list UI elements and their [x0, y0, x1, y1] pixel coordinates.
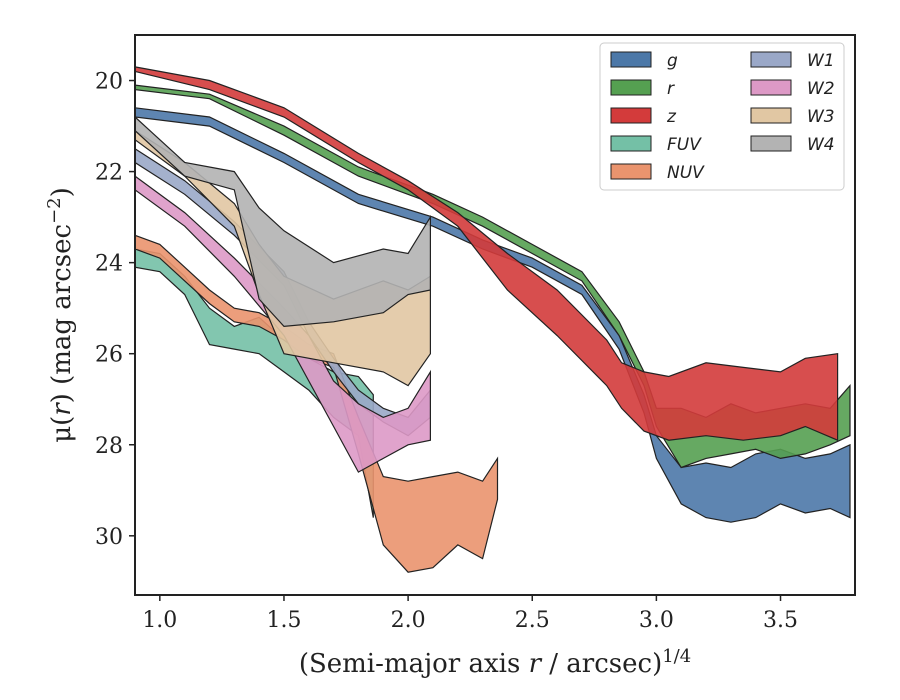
y-axis-label: μ(r) (mag arcsec−2)	[44, 187, 77, 443]
x-tick-label: 2.5	[515, 608, 550, 633]
legend-swatch-nuv	[610, 163, 652, 180]
legend-swatch-w4	[750, 135, 792, 152]
x-tick-label: 3.5	[763, 608, 798, 633]
legend-swatch-fuv	[610, 135, 652, 152]
legend-label-w2: W2	[807, 79, 835, 99]
x-axis-ticks: 1.0 1.5 2.0 2.5 3.0 3.5	[142, 595, 798, 633]
legend-label-z: z	[666, 107, 677, 127]
y-tick-label: 20	[95, 70, 123, 95]
legend-label-g: g	[667, 51, 678, 71]
y-axis-ticks: 20 22 24 26 28 30	[95, 70, 135, 550]
y-tick-label: 26	[95, 343, 123, 368]
legend-swatch-w1	[750, 51, 792, 68]
legend: grz FUV NUV W1 W2 W3 W4	[599, 42, 845, 191]
x-tick-label: 1.0	[142, 608, 177, 633]
series-w4-band	[134, 115, 431, 328]
y-tick-label: 22	[95, 161, 123, 186]
x-tick-label: 3.0	[639, 608, 674, 633]
x-tick-label: 1.5	[266, 608, 301, 633]
legend-label-fuv: FUV	[667, 135, 702, 155]
legend-label-w4: W4	[807, 135, 835, 155]
plot-frame	[134, 34, 856, 596]
x-axis-label: (Semi-major axis r / arcsec)1/4	[299, 646, 691, 679]
x-tick-label: 2.0	[391, 608, 426, 633]
legend-swatch-w2	[750, 79, 792, 96]
y-tick-label: 30	[95, 525, 123, 550]
y-tick-label: 28	[95, 434, 123, 459]
series-z-band	[134, 66, 839, 442]
legend-label-r: r	[667, 79, 675, 99]
legend-swatch-w3	[750, 107, 792, 124]
profile-areas	[134, 66, 851, 573]
series-nuv-band	[134, 234, 499, 573]
y-tick-label: 24	[95, 252, 123, 277]
legend-swatch-g	[610, 51, 652, 68]
legend-label-nuv: NUV	[667, 163, 705, 183]
legend-label-w1: W1	[807, 51, 835, 71]
legend-swatch-r	[610, 79, 652, 96]
legend-label-w3: W3	[807, 107, 835, 127]
legend-swatch-z	[610, 107, 652, 124]
